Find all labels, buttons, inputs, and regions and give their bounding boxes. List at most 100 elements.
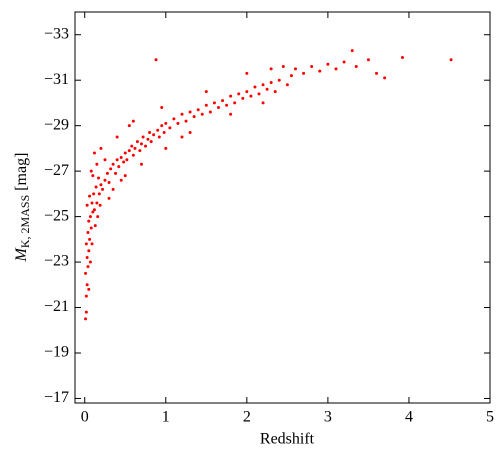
point [212,101,216,105]
point [89,169,93,173]
point [149,140,153,144]
point [229,112,233,116]
point [162,130,166,134]
point [92,208,96,212]
point [115,135,119,139]
point [326,62,330,66]
point [138,149,142,153]
point [245,90,249,94]
x-tick-label: 5 [486,409,494,426]
point [192,115,196,119]
point [449,58,453,62]
point [111,162,115,166]
x-tick-label: 2 [243,409,251,426]
point [131,119,135,123]
point [302,71,306,75]
point [91,210,95,214]
point [245,71,249,75]
point [168,126,172,130]
point [95,201,99,205]
point [342,60,346,64]
point [154,58,158,62]
point [139,142,143,146]
point [90,201,94,205]
y-label-symbol: M [13,246,30,262]
point [122,160,126,164]
point [172,117,176,121]
point [273,90,277,94]
point [253,85,257,89]
point [99,183,103,187]
point [92,151,96,155]
point [148,130,152,134]
point [87,219,91,223]
point [84,242,88,246]
x-axis-label: Redshift [260,431,315,448]
point [93,224,97,228]
x-tick-label: 0 [81,409,89,426]
point [156,128,160,132]
point [400,55,404,59]
point [84,294,88,298]
point [261,83,265,87]
y-label-subscript: K, 2MASS [18,195,32,248]
point [130,144,134,148]
point [160,105,164,109]
y-tick-label: −17 [44,389,69,406]
point [366,58,370,62]
point [95,162,99,166]
y-tick-label: −29 [44,116,69,133]
point [127,149,131,153]
point [109,167,113,171]
point [200,112,204,116]
point [105,171,109,175]
point [117,165,121,169]
x-tick-label: 1 [162,409,170,426]
point [334,67,338,71]
point [88,215,92,219]
plot-frame [74,11,491,404]
point [84,317,88,321]
point [103,178,107,182]
point [125,158,129,162]
y-tick-label: −21 [44,298,69,315]
point [97,192,101,196]
point [176,121,180,125]
point [98,203,102,207]
point [180,135,184,139]
point [196,108,200,112]
point [164,146,168,150]
point [103,158,107,162]
point [164,121,168,125]
point [85,283,89,287]
x-tick-label: 4 [405,409,413,426]
point [221,99,225,103]
point [285,83,289,87]
point [144,144,148,148]
point [85,203,89,207]
point [135,140,139,144]
point [184,119,188,123]
y-tick-label: −19 [44,344,69,361]
point [318,69,322,73]
point [269,80,273,84]
point [216,105,220,109]
point [289,74,293,78]
point [152,133,156,137]
y-tick-label: −33 [44,25,69,42]
point [91,174,95,178]
point [281,65,285,69]
point [229,94,233,98]
point [241,96,245,100]
point [87,287,91,291]
point [277,78,281,82]
y-axis-label: MK, 2MASS [mag] [13,153,32,263]
point [139,162,143,166]
point [119,155,123,159]
point [107,196,111,200]
point [87,249,91,253]
point [96,215,100,219]
y-tick-label: −27 [44,162,69,179]
point [131,153,135,157]
point [123,174,127,178]
